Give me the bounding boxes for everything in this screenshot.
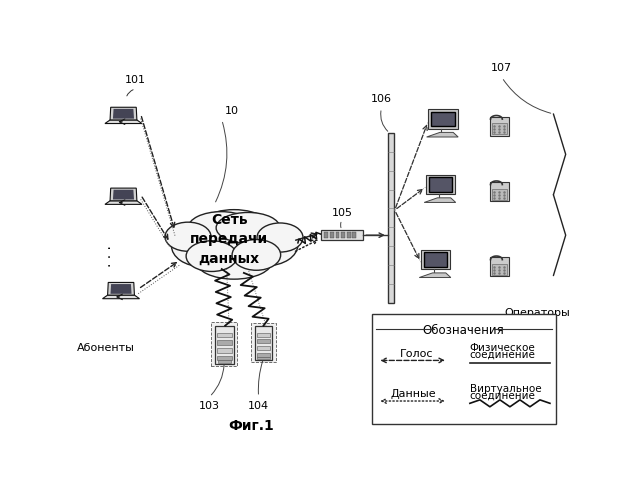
Text: Фиг.1: Фиг.1 (228, 420, 274, 434)
FancyBboxPatch shape (431, 112, 455, 126)
FancyBboxPatch shape (217, 340, 231, 345)
FancyBboxPatch shape (217, 360, 231, 362)
Polygon shape (424, 198, 456, 202)
Text: Данные: Данные (391, 390, 436, 400)
Polygon shape (108, 282, 134, 295)
Text: соединение: соединение (470, 390, 536, 400)
Text: Сеть
передачи
данных: Сеть передачи данных (190, 212, 268, 266)
Polygon shape (103, 295, 139, 298)
Polygon shape (110, 284, 131, 294)
FancyBboxPatch shape (341, 232, 345, 238)
Ellipse shape (234, 224, 298, 266)
Text: Обозначения: Обозначения (423, 324, 505, 337)
FancyBboxPatch shape (492, 124, 507, 134)
Ellipse shape (186, 241, 237, 272)
FancyBboxPatch shape (424, 252, 447, 267)
Text: Абоненты: Абоненты (77, 343, 135, 353)
FancyBboxPatch shape (388, 133, 394, 302)
Text: Голос: Голос (400, 349, 434, 359)
Polygon shape (110, 188, 137, 201)
Polygon shape (110, 108, 137, 120)
Polygon shape (105, 120, 142, 124)
Ellipse shape (171, 224, 233, 266)
FancyBboxPatch shape (324, 232, 328, 238)
Text: 104: 104 (248, 400, 269, 410)
FancyBboxPatch shape (257, 340, 270, 344)
Ellipse shape (196, 243, 273, 279)
Ellipse shape (188, 212, 254, 244)
Polygon shape (113, 190, 134, 200)
Text: Операторы: Операторы (504, 308, 570, 318)
Text: 105: 105 (332, 208, 353, 218)
FancyBboxPatch shape (489, 116, 509, 136)
Text: · · ·: · · · (104, 246, 118, 268)
FancyBboxPatch shape (217, 348, 231, 352)
FancyBboxPatch shape (257, 332, 270, 336)
FancyBboxPatch shape (421, 250, 450, 270)
FancyBboxPatch shape (257, 357, 269, 359)
Polygon shape (419, 273, 451, 278)
FancyBboxPatch shape (330, 232, 334, 238)
FancyBboxPatch shape (492, 189, 507, 200)
Polygon shape (113, 109, 134, 118)
FancyBboxPatch shape (257, 353, 270, 357)
Ellipse shape (188, 210, 280, 268)
Polygon shape (427, 132, 458, 137)
FancyBboxPatch shape (492, 264, 507, 274)
FancyBboxPatch shape (425, 174, 455, 195)
Text: · · ·: · · · (463, 316, 476, 336)
FancyBboxPatch shape (321, 230, 363, 240)
Text: 107: 107 (491, 64, 512, 74)
FancyBboxPatch shape (428, 110, 458, 129)
FancyBboxPatch shape (217, 356, 231, 360)
FancyBboxPatch shape (429, 178, 452, 192)
FancyBboxPatch shape (257, 346, 270, 350)
Text: соединение: соединение (470, 350, 536, 360)
FancyBboxPatch shape (372, 314, 556, 424)
FancyBboxPatch shape (353, 232, 356, 238)
FancyBboxPatch shape (335, 232, 339, 238)
Ellipse shape (216, 212, 280, 243)
Ellipse shape (232, 240, 281, 270)
Text: Физическое: Физическое (470, 343, 536, 353)
Ellipse shape (257, 223, 303, 252)
FancyBboxPatch shape (489, 182, 509, 202)
Text: 103: 103 (199, 400, 220, 410)
Text: 101: 101 (126, 75, 146, 85)
FancyBboxPatch shape (215, 326, 233, 364)
FancyBboxPatch shape (217, 332, 231, 337)
FancyBboxPatch shape (489, 257, 509, 276)
Ellipse shape (165, 222, 211, 252)
FancyBboxPatch shape (255, 326, 272, 360)
FancyBboxPatch shape (211, 322, 237, 366)
FancyBboxPatch shape (252, 323, 276, 362)
Polygon shape (105, 201, 142, 204)
Text: 10: 10 (224, 106, 238, 116)
Text: 106: 106 (371, 94, 392, 104)
Text: Виртуальное: Виртуальное (470, 384, 541, 394)
FancyBboxPatch shape (347, 232, 351, 238)
